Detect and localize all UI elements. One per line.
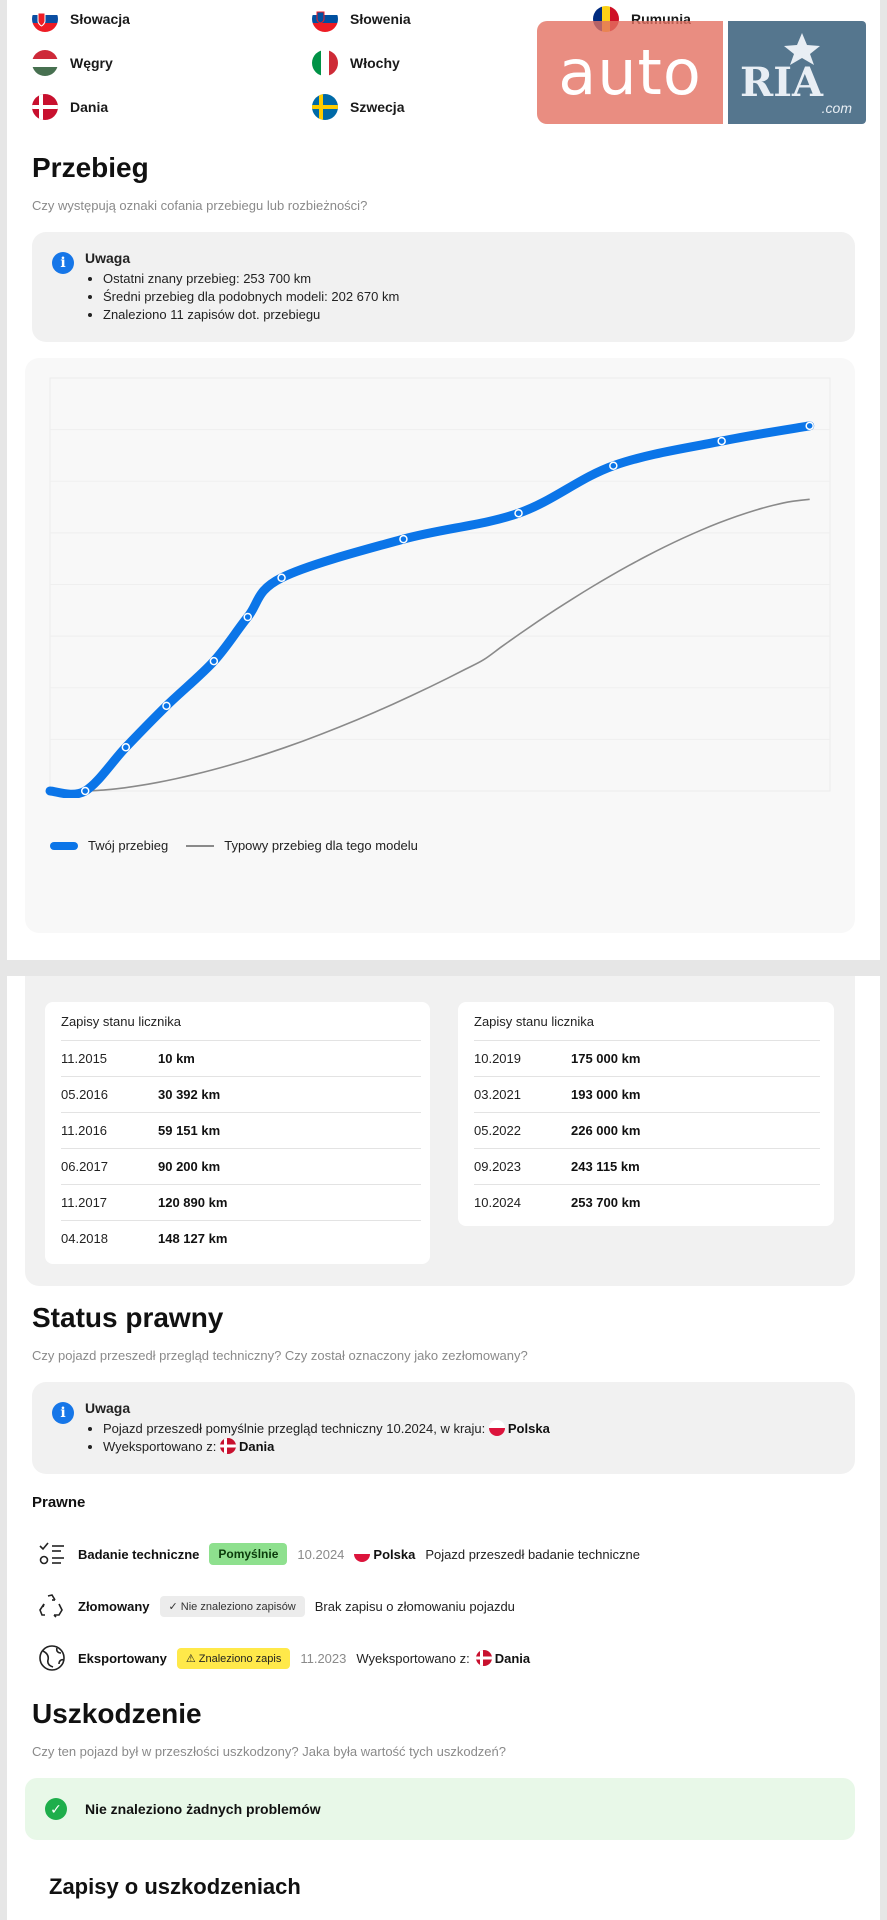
info-icon: i [52,252,74,274]
table-row: 10.2019 175 000 km [474,1040,820,1076]
odometer-table-header: Zapisy stanu licznika [61,1014,181,1029]
table-row: 10.2024 253 700 km [474,1184,820,1220]
table-row: 09.2023 243 115 km [474,1148,820,1184]
mileage-subtitle: Czy występują oznaki cofania przebiegu l… [32,198,368,213]
odometer-table-left: Zapisy stanu licznika 11.2015 10 km 05.20… [45,1002,430,1264]
poland-flag-icon [488,1420,505,1436]
star-icon [784,33,820,65]
country-slovenia: Słowenia [312,6,411,32]
mileage-data-point [609,461,618,470]
table-row: 11.2017 120 890 km [61,1184,421,1220]
damage-ok-box: ✓ Nie znaleziono żadnych problemów [25,1778,855,1840]
denmark-flag-icon [32,94,58,120]
country-hungary: Węgry [32,50,113,76]
mileage-data-point [80,786,90,796]
legal-row-inspection: Badanie techniczne Pomyślnie 10.2024 Pol… [36,1538,640,1570]
mileage-notice: i Uwaga Ostatni znany przebieg: 253 700 … [32,232,855,342]
damage-title: Uszkodzenie [32,1698,202,1729]
table-row: 06.2017 90 200 km [61,1148,421,1184]
check-icon: ✓ [45,1798,67,1820]
mileage-data-point [514,508,523,518]
watermark-auto-logo: auto [537,21,723,124]
mileage-data-point [121,743,131,752]
export-description: Wyeksportowano z: [356,1650,470,1666]
country-italy: Włochy [312,50,400,76]
mileage-data-point [162,701,171,711]
inspection-date: 10.2024 [297,1546,345,1562]
mileage-data-point [209,656,219,666]
table-row: 11.2015 10 km [61,1040,421,1076]
denmark-flag-icon [475,1650,492,1666]
mileage-title: Przebieg [32,152,149,183]
notice-title: Uwaga [85,1400,131,1416]
mileage-chart-plot: 20162017201820212023 [45,377,831,798]
slovakia-flag-icon [32,6,58,32]
italy-flag-icon [312,50,338,76]
notice-list: Pojazd przeszedł pomyślnie przegląd tech… [85,1420,550,1456]
odometer-table-right: Zapisy stanu licznika 10.2019 175 000 km … [458,1002,834,1226]
table-row: 03.2021 193 000 km [474,1076,820,1112]
legal-row-scrapped: Złomowany ✓ Nie znaleziono zapisów Brak … [36,1590,515,1622]
mileage-data-point [243,612,252,622]
poland-flag-icon [354,1546,371,1562]
denmark-flag-icon [219,1438,236,1454]
export-date: 11.2023 [300,1650,347,1666]
globe-icon [36,1642,68,1674]
notice-item: Znaleziono 11 zapisów dot. przebiegu [103,306,399,324]
slovenia-flag-icon [312,6,338,32]
legal-title: Status prawny [32,1302,224,1333]
checklist-icon [36,1538,68,1570]
chart-legend: Twój przebieg Typowy przebieg dla tego m… [50,838,418,853]
legend-swatch-typical [186,844,215,847]
table-row: 11.2016 59 151 km [61,1112,421,1148]
hungary-flag-icon [32,50,58,76]
mileage-data-point [277,573,286,583]
table-row: 05.2022 226 000 km [474,1112,820,1148]
status-badge: Pomyślnie [209,1543,288,1565]
damage-ok-text: Nie znaleziono żadnych problemów [85,1801,321,1817]
table-row: 05.2016 30 392 km [61,1076,421,1112]
damage-subtitle: Czy ten pojazd był w przeszłości uszkodz… [32,1744,506,1759]
recycle-icon [36,1590,68,1622]
table-row: 04.2018 148 127 km [61,1220,421,1256]
info-icon: i [52,1402,74,1424]
country-denmark: Dania [32,94,108,120]
legal-row-exported: Eksportowany ⚠ Znaleziono zapis 11.2023 … [36,1642,530,1674]
legend-swatch-yours [50,841,78,850]
mileage-data-point [399,534,408,544]
mileage-data-point [717,436,726,446]
mileage-data-point [805,421,814,431]
country-slovakia: Słowacja [32,6,130,32]
damage-records-title: Zapisy o uszkodzeniach [49,1874,301,1899]
status-badge: ⚠ Znaleziono zapis [176,1647,291,1669]
notice-item: Pojazd przeszedł pomyślnie przegląd tech… [103,1420,550,1438]
legend-label-yours: Twój przebieg [88,838,169,853]
scrapped-description: Brak zapisu o złomowaniu pojazdu [314,1598,515,1614]
legend-label-typical: Typowy przebieg dla tego modelu [224,838,418,853]
inspection-description: Pojazd przeszedł badanie techniczne [425,1546,640,1562]
notice-item: Ostatni znany przebieg: 253 700 km [103,270,399,288]
notice-list: Ostatni znany przebieg: 253 700 km Średn… [85,270,399,324]
romania-flag-icon [593,6,619,32]
odometer-records: Zapisy stanu licznika 11.2015 10 km 05.20… [25,976,855,1286]
watermark-ria-logo: RIA .com [728,21,866,124]
notice-title: Uwaga [85,250,131,266]
mileage-chart: 20162017201820212023 Twój przebieg Typow… [25,358,855,933]
notice-item: Średni przebieg dla podobnych modeli: 20… [103,288,399,306]
typical-mileage-line [85,498,810,792]
status-badge: ✓ Nie znaleziono zapisów [159,1595,305,1617]
legal-subtitle: Czy pojazd przeszedł przegląd techniczny… [32,1348,528,1363]
legal-section-label: Prawne [32,1494,86,1511]
sweden-flag-icon [312,94,338,120]
country-sweden: Szwecja [312,94,404,120]
legal-notice: i Uwaga Pojazd przeszedł pomyślnie przeg… [32,1382,855,1474]
notice-item: Wyeksportowano z: Dania [103,1438,550,1456]
odometer-table-header: Zapisy stanu licznika [474,1014,594,1029]
